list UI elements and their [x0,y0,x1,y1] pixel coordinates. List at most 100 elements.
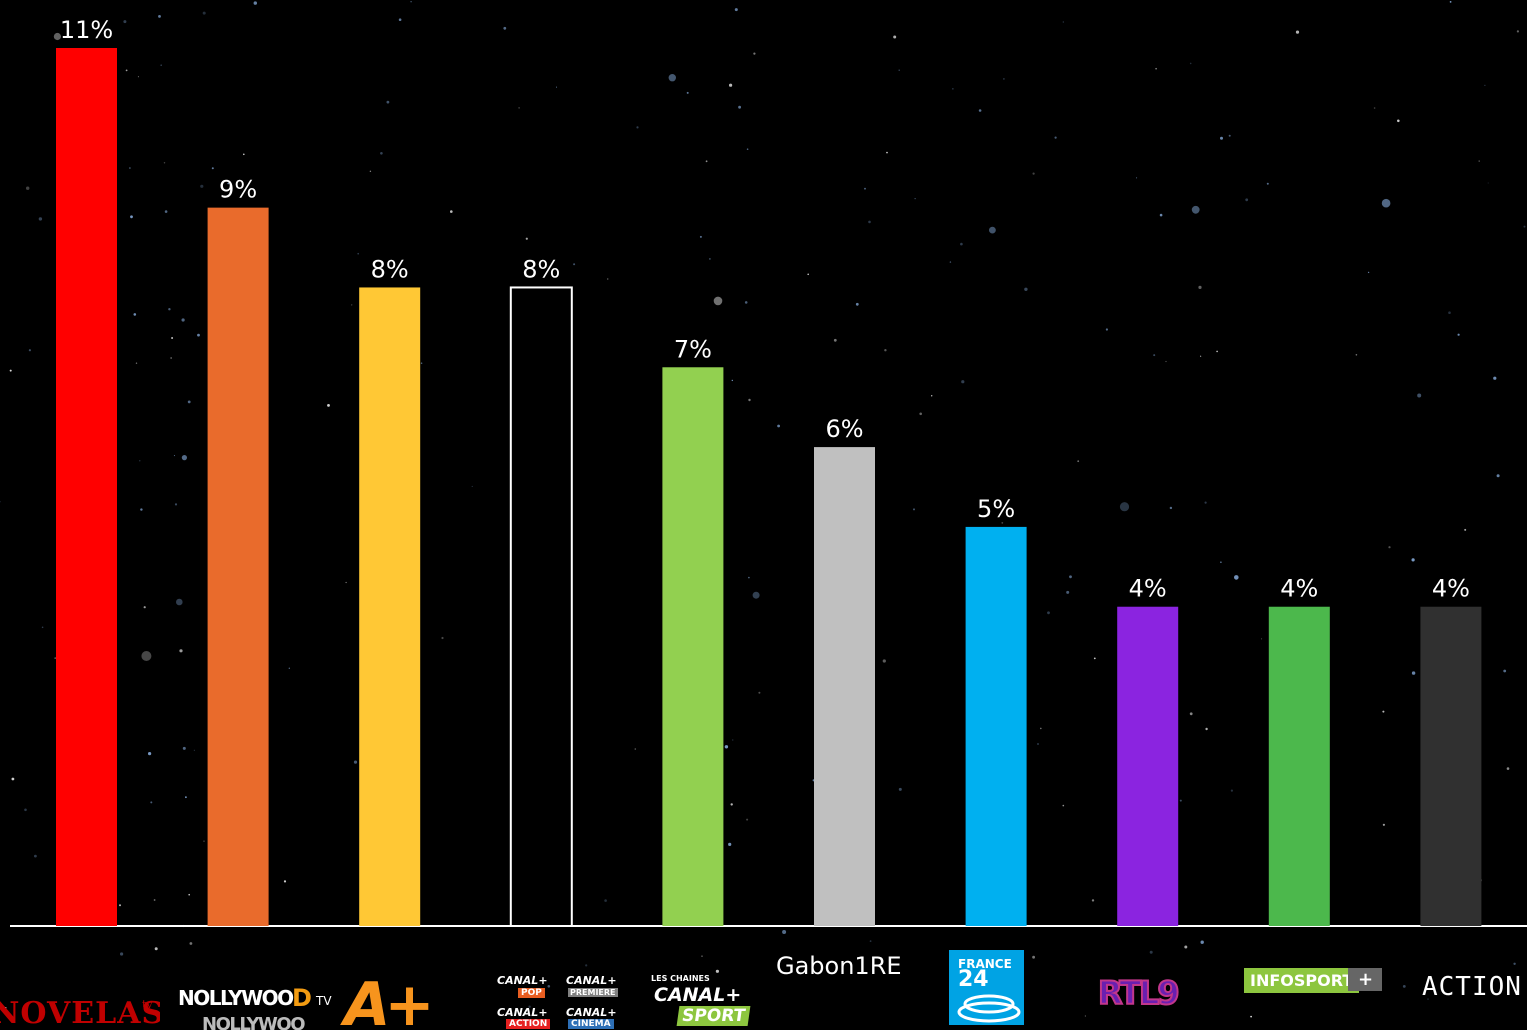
star [1402,985,1406,988]
bar-4 [509,286,573,928]
star [398,18,402,22]
star [171,337,174,339]
canal-pop-sub: POP [518,988,545,998]
star [410,1,412,3]
star [884,349,887,352]
star [139,460,141,462]
star [1220,561,1222,563]
star [1487,182,1489,184]
canal-action-sub: ACTION [506,1019,551,1029]
bar-1 [56,48,117,926]
star [503,26,507,30]
star [1427,998,1429,1000]
star [26,186,30,190]
star [1382,823,1385,826]
star [197,333,200,337]
star [724,745,729,749]
bar-value-label: 7% [674,335,712,363]
star [1250,1015,1252,1018]
star [882,659,886,663]
star [1191,205,1200,214]
star [158,15,161,18]
star [53,32,62,41]
star [420,362,423,364]
star [1411,671,1416,675]
star [713,296,723,306]
canal-cinema-brand: CANAL+ [566,1006,617,1019]
star [1024,287,1028,291]
canal-cinema-sub: CINEMA [568,1019,614,1029]
nollywood-logo-reflection: NOLLYWOO [202,1014,306,1030]
star [174,503,178,506]
star [0,501,1,503]
logo-action: ACTION [1420,970,1527,1006]
star [746,148,749,150]
bar-value-label: 4% [1280,575,1318,603]
canal-sport-brand: CANAL+ [654,984,742,1006]
star [193,749,195,751]
star [573,263,576,266]
star [141,651,152,661]
star [288,667,290,669]
star [1516,30,1519,33]
star [1355,354,1358,356]
bar-6 [814,447,875,926]
star [1478,160,1480,162]
canal-pop-brand: CANAL+ [497,974,548,987]
star [898,69,900,71]
star [243,153,245,156]
star [1496,474,1500,478]
star [133,313,137,316]
star [176,598,183,606]
star [556,86,557,88]
star [153,899,156,901]
bar-2 [207,207,269,927]
star [185,796,187,799]
star [173,455,175,457]
canal-premiere-sub: PREMIERE [568,988,618,997]
logo-canal-plus-bundle: CANAL+ POP CANAL+ PREMIERE CANAL+ ACTION… [494,974,634,1030]
star [1032,172,1035,175]
star [34,854,37,858]
bar-value-label: 4% [1432,575,1470,603]
star [357,252,360,255]
star [1220,136,1223,140]
star [9,369,12,372]
star [730,803,733,806]
star [203,840,205,842]
canal-premiere-brand: CANAL+ [566,974,617,987]
star [386,100,390,104]
star [129,167,131,169]
star [886,151,888,154]
star [833,338,837,342]
star [143,606,146,609]
star [528,1005,531,1008]
star [1184,945,1188,949]
star [752,591,760,599]
star [746,818,749,821]
star [1003,78,1005,80]
novelas-logo-sup: tv [142,998,153,1011]
france24-line1: FRANCE [958,957,1012,971]
star [705,160,708,163]
star [686,91,689,94]
star [181,318,185,322]
star [1198,285,1202,289]
star [1189,712,1193,716]
aplus-logo-text: A+ [344,976,435,1030]
logo-novelas-tv: NOVELAS tv [0,994,160,1030]
star [913,508,915,511]
star [450,210,453,213]
star [1062,804,1065,807]
star [1066,590,1070,594]
canal-sport-top: LES CHAINES [651,974,710,983]
star [668,74,676,82]
logo-nollywood-tv: NOLLYWOO D TV NOLLYWOO [176,984,338,1030]
star [38,217,43,221]
star [607,278,609,280]
star [604,899,607,902]
star [1523,225,1526,228]
star [1032,955,1035,959]
bar-10 [1420,606,1482,926]
